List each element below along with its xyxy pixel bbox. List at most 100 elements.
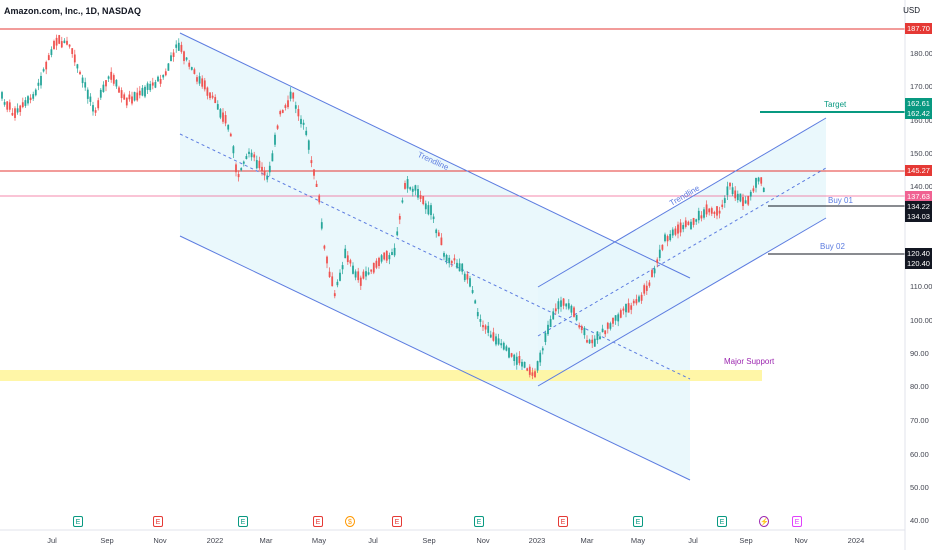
candlestick-series[interactable] <box>1 34 765 380</box>
descending-channel-bottom[interactable] <box>179 235 691 481</box>
candle-body <box>432 216 435 220</box>
candle-body <box>346 255 349 263</box>
candle-body <box>427 205 430 215</box>
candle-body <box>716 206 718 216</box>
event-marker[interactable]: E <box>392 516 402 527</box>
candle-body <box>398 216 401 220</box>
descending-channel-top[interactable] <box>179 32 691 279</box>
candle-body <box>352 265 354 274</box>
event-marker[interactable]: E <box>558 516 568 527</box>
event-marker[interactable]: E <box>792 516 802 527</box>
candle-body <box>32 94 35 99</box>
candle-body <box>276 125 279 129</box>
symbol-title[interactable]: Amazon.com, Inc., 1D, NASDAQ <box>4 6 142 16</box>
candle-body <box>534 371 536 378</box>
candle-body <box>97 100 100 109</box>
event-marker[interactable]: ⚡ <box>759 516 769 527</box>
candle-body <box>721 204 724 207</box>
candle-body <box>723 198 726 204</box>
price-badge: 120.40 <box>905 248 932 259</box>
candle-body <box>292 92 295 99</box>
event-marker[interactable]: E <box>474 516 484 527</box>
price-tick: 110.00 <box>910 282 932 291</box>
buy-01-label: Buy 01 <box>828 196 853 205</box>
candle-body <box>622 308 625 311</box>
candle-body <box>172 52 175 57</box>
price-tick: 70.00 <box>910 416 929 425</box>
major-support-zone[interactable] <box>0 370 762 381</box>
candle-body <box>435 229 438 234</box>
candle-body <box>567 303 570 309</box>
candle-body <box>6 101 9 110</box>
candle-body <box>92 105 94 112</box>
price-badge: 134.22 <box>905 201 932 212</box>
candle-body <box>149 83 152 91</box>
candle-body <box>643 285 646 294</box>
candle-body <box>474 300 477 304</box>
target-label: Target <box>824 100 847 109</box>
candle-body <box>531 372 534 376</box>
candle-body <box>40 75 42 86</box>
candle-body <box>206 87 209 96</box>
candle-body <box>453 258 456 261</box>
event-marker[interactable]: E <box>717 516 727 527</box>
candle-body <box>414 185 417 191</box>
ascending-channel-top[interactable] <box>537 117 827 288</box>
candle-body <box>523 361 526 368</box>
candle-body <box>125 97 128 106</box>
candle-body <box>734 190 737 199</box>
price-tick: 60.00 <box>910 450 929 459</box>
candle-body <box>328 271 331 277</box>
candle-body <box>697 210 700 221</box>
candle-body <box>388 255 391 260</box>
event-marker[interactable]: E <box>633 516 643 527</box>
candle-body <box>762 187 765 192</box>
major-support-label: Major Support <box>724 357 775 366</box>
candle-body <box>315 183 318 187</box>
candle-body <box>209 92 211 99</box>
time-tick: Nov <box>476 536 490 545</box>
candle-body <box>466 274 469 280</box>
candle-body <box>718 210 721 214</box>
candle-body <box>640 294 643 301</box>
candle-body <box>409 187 412 190</box>
candle-body <box>599 336 601 340</box>
event-marker[interactable]: E <box>153 516 163 527</box>
event-marker[interactable]: E <box>73 516 83 527</box>
price-badge: 137.63 <box>905 191 932 202</box>
candle-body <box>357 271 360 281</box>
event-marker[interactable]: $ <box>345 516 355 527</box>
candle-body <box>112 75 115 84</box>
ascending-channel-bottom[interactable] <box>537 217 827 387</box>
price-badge: 162.61 <box>905 98 932 109</box>
candle-body <box>679 222 682 233</box>
candle-body <box>489 334 492 338</box>
candle-body <box>705 204 708 215</box>
event-marker[interactable]: E <box>313 516 323 527</box>
candle-body <box>34 89 37 96</box>
candle-body <box>144 86 146 97</box>
candle-body <box>118 87 120 93</box>
candle-body <box>159 78 162 84</box>
candle-body <box>318 195 321 203</box>
time-tick: Sep <box>422 536 436 545</box>
candle-body <box>557 301 560 310</box>
candle-body <box>463 273 466 281</box>
candle-body <box>141 87 144 96</box>
candle-body <box>73 54 76 63</box>
candle-body <box>430 205 432 216</box>
candle-body <box>271 153 274 162</box>
descending-channel-mid[interactable] <box>179 133 691 380</box>
candle-body <box>625 303 627 313</box>
candle-body <box>596 331 599 341</box>
candle-body <box>16 108 19 113</box>
time-tick: 2022 <box>206 536 224 545</box>
candle-body <box>502 342 505 350</box>
candle-body <box>396 231 399 236</box>
ascending-channel-mid[interactable] <box>537 167 827 337</box>
event-marker[interactable]: E <box>238 516 248 527</box>
candle-body <box>541 348 544 351</box>
candle-body <box>515 356 518 365</box>
candle-body <box>203 80 206 90</box>
